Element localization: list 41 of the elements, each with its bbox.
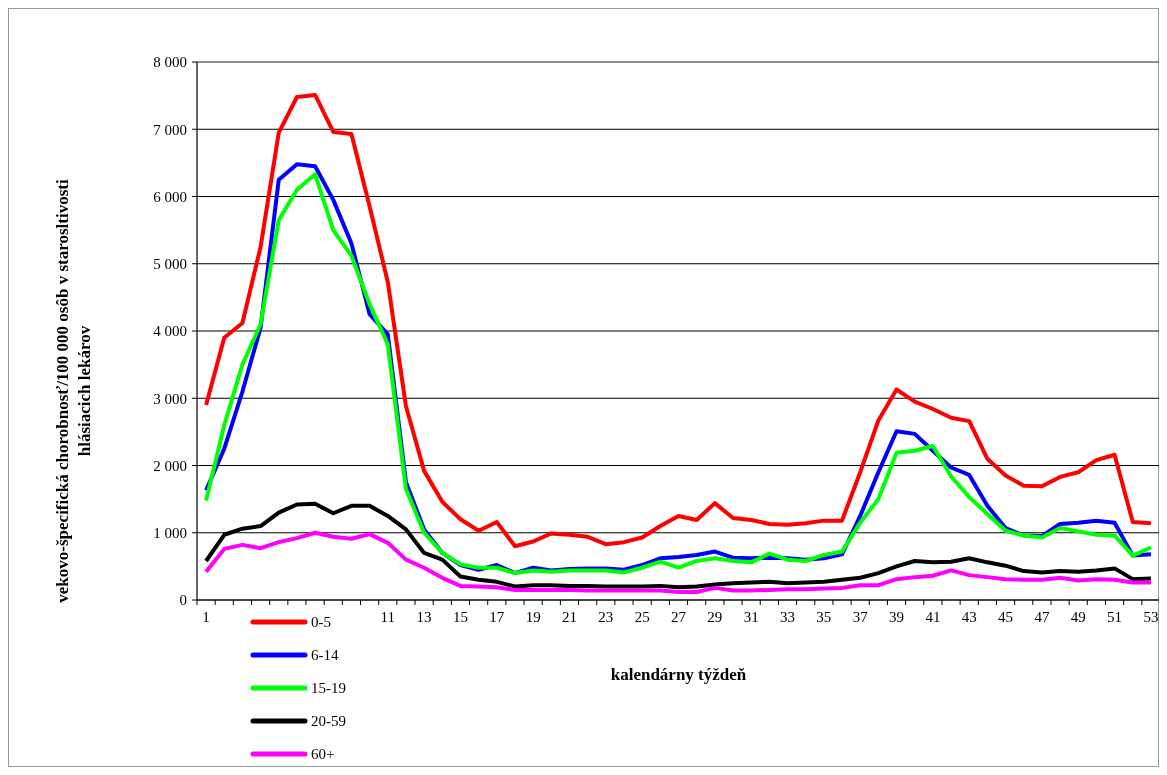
legend-label: 0-5	[311, 614, 331, 631]
x-tick-label: 27	[671, 609, 687, 625]
x-tick-label: 37	[852, 609, 869, 625]
x-tick-label: 53	[1143, 609, 1159, 625]
x-tick-label: 45	[998, 609, 1014, 625]
x-tick-label: 43	[961, 609, 977, 625]
x-tick-label: 31	[743, 609, 759, 625]
x-tick-label: 39	[889, 609, 905, 625]
x-axis-title: kalendárny týždeň	[610, 665, 747, 684]
line-series	[204, 530, 1153, 594]
y-tick-label: 3 000	[153, 390, 187, 407]
x-tick-label: 35	[816, 609, 832, 625]
y-tick-label: 8 000	[153, 54, 187, 71]
legend-label: 6-14	[311, 647, 339, 664]
x-tick-label: 17	[489, 609, 505, 625]
y-tick-label: 2 000	[153, 457, 187, 474]
x-tick-label: 51	[1107, 609, 1123, 625]
x-tick-label: 1	[202, 609, 210, 625]
x-tick-label: 41	[925, 609, 941, 625]
x-tick-label: 21	[561, 609, 577, 625]
legend-label: 20-59	[311, 713, 346, 730]
y-tick-label: 5 000	[153, 256, 187, 272]
x-tick-label: 49	[1070, 609, 1086, 625]
legend-label: 15-19	[311, 680, 346, 697]
y-tick-label: 6 000	[153, 188, 187, 205]
x-tick-label: 15	[452, 609, 468, 625]
y-tick-label: 0	[179, 592, 187, 609]
line-series	[204, 92, 1153, 549]
y-tick-label: 1 000	[153, 525, 187, 541]
x-tick-label: 23	[598, 609, 614, 625]
y-tick-label: 4 000	[153, 323, 187, 340]
x-tick-label: 25	[634, 609, 650, 625]
y-axis-title: vekovo-špecifická chorobnosť/100 000 osôb v starosltivosti hlásiacich lekárov	[53, 179, 94, 603]
x-tick-label: 11	[380, 609, 396, 625]
y-tick-label: 7 000	[153, 121, 187, 138]
x-tick-label: 19	[525, 609, 541, 625]
x-tick-label: 13	[416, 609, 432, 625]
legend-label: 60+	[311, 746, 335, 763]
x-tick-label: 33	[780, 609, 796, 625]
x-tick-label: 47	[1034, 609, 1050, 625]
x-tick-label: 29	[707, 609, 723, 625]
